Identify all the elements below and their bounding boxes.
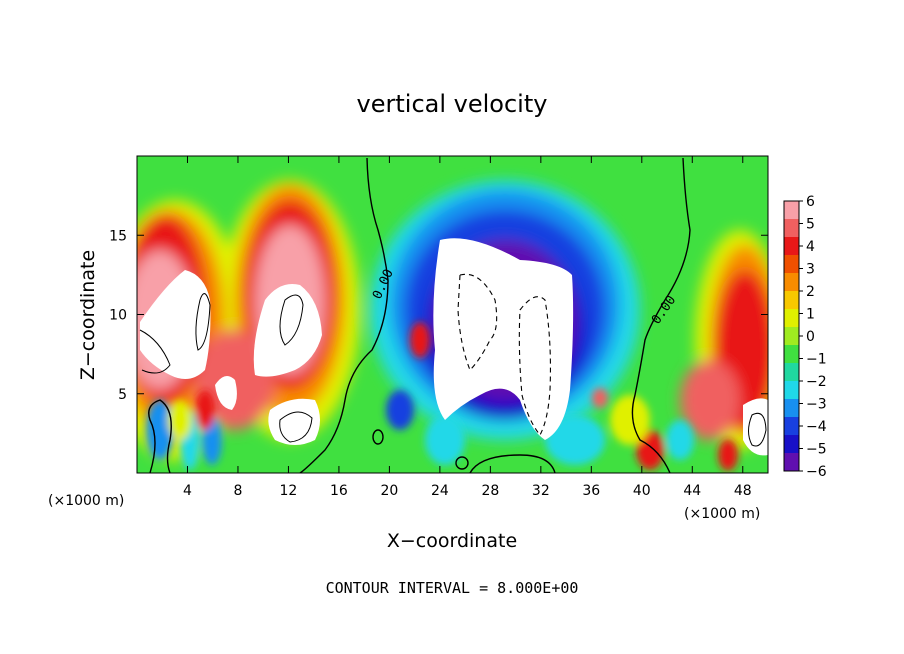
colorbar-swatch xyxy=(784,345,799,364)
velocity-field: 0.00 0.00 xyxy=(137,156,768,473)
y-tick-label: 10 xyxy=(109,308,127,324)
colorbar: 6 5 4 3 2 1 0 −1 −2 −3 −4 −5 −6 xyxy=(783,194,827,480)
colorbar-tick-label: 1 xyxy=(806,307,815,323)
colorbar-swatch xyxy=(784,291,799,310)
y-tick-label: 5 xyxy=(118,387,127,403)
colorbar-tick-label: 6 xyxy=(806,194,815,210)
colorbar-tick-label: 4 xyxy=(806,239,815,255)
colorbar-swatch xyxy=(784,363,799,382)
x-axis-label: X−coordinate xyxy=(387,530,517,552)
chart-title: vertical velocity xyxy=(357,90,548,118)
x-scale-note-right: (×1000 m) xyxy=(684,506,760,522)
y-axis-label: Z−coordinate xyxy=(77,250,99,380)
contour-interval-note: CONTOUR INTERVAL = 8.000E+00 xyxy=(326,579,579,597)
y-tick-label: 15 xyxy=(109,228,127,244)
x-tick-label: 16 xyxy=(330,483,348,499)
x-tick-label: 32 xyxy=(532,483,550,499)
x-tick-label: 24 xyxy=(431,483,449,499)
colorbar-tick-label: −1 xyxy=(806,352,827,368)
x-axis-ticks: 4 8 12 16 20 24 28 32 36 40 44 48 xyxy=(183,156,752,499)
colorbar-tick-label: 5 xyxy=(806,217,815,233)
colorbar-swatch xyxy=(784,309,799,328)
y-axis-ticks: 5 10 15 xyxy=(109,228,768,403)
colorbar-tick-label: −3 xyxy=(806,397,827,413)
colorbar-tick-label: −6 xyxy=(806,464,827,480)
colorbar-tick-label: 2 xyxy=(806,284,815,300)
x-tick-label: 20 xyxy=(380,483,398,499)
x-tick-label: 4 xyxy=(183,483,192,499)
x-tick-label: 12 xyxy=(280,483,298,499)
contour-lines xyxy=(139,157,767,473)
colorbar-swatch xyxy=(784,219,799,238)
colorbar-tick-label: 0 xyxy=(806,329,815,345)
colorbar-swatch xyxy=(784,201,799,220)
x-tick-label: 28 xyxy=(481,483,499,499)
colorbar-tick-label: 3 xyxy=(806,262,815,278)
x-tick-label: 40 xyxy=(633,483,651,499)
colorbar-swatch xyxy=(784,417,799,436)
colorbar-swatch xyxy=(784,453,799,472)
colorbar-swatch xyxy=(784,255,799,274)
x-tick-label: 8 xyxy=(233,483,242,499)
colorbar-tick-label: −5 xyxy=(806,442,827,458)
colorbar-swatch xyxy=(784,435,799,454)
colorbar-tick-label: −4 xyxy=(806,419,827,435)
negative-contours xyxy=(457,273,551,436)
colorbar-swatch xyxy=(784,237,799,256)
colorbar-swatch xyxy=(784,327,799,346)
colorbar-swatch xyxy=(784,273,799,292)
x-tick-label: 36 xyxy=(582,483,600,499)
x-scale-note-left: (×1000 m) xyxy=(48,493,124,509)
x-tick-label: 44 xyxy=(683,483,701,499)
colorbar-swatch xyxy=(784,399,799,418)
colorbar-tick-label: −2 xyxy=(806,374,827,390)
x-tick-label: 48 xyxy=(734,483,752,499)
colorbar-swatch xyxy=(784,381,799,400)
